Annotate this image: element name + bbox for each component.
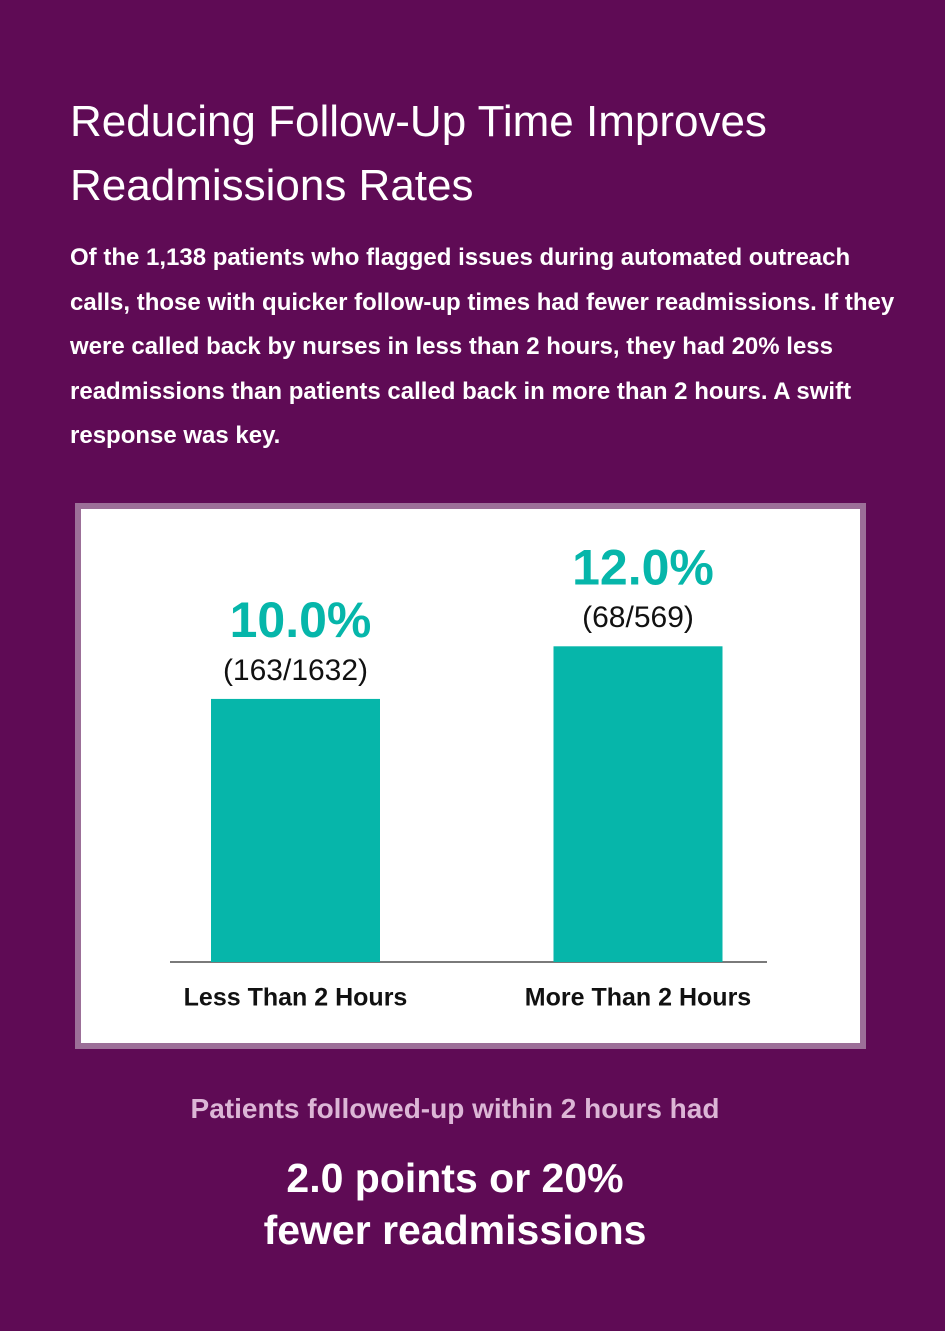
count-label: (163/1632)	[223, 654, 368, 687]
x-tick-label: More Than 2 Hours	[525, 984, 751, 1012]
description-text: Of the 1,138 patients who flagged issues…	[70, 244, 895, 360]
count-label: (68/569)	[582, 601, 694, 634]
description-emphasis: 20% less readmissions	[70, 333, 833, 405]
footer-lead: Patients followed-up within 2 hours had	[190, 1093, 720, 1124]
value-label: 12.0%	[572, 540, 714, 596]
x-tick-label: Less Than 2 Hours	[184, 984, 408, 1012]
value-label: 10.0%	[230, 592, 372, 648]
title: Reducing Follow-Up Time Improves Readmis…	[70, 97, 767, 210]
bar	[211, 698, 380, 962]
chart-panel	[75, 503, 866, 1049]
description-text: than patients called back in more than 2…	[70, 377, 852, 450]
bar	[553, 646, 723, 962]
footer-headline: 2.0 points or 20% fewer readmissions	[263, 1155, 647, 1253]
description: Of the 1,138 patients who flagged issues…	[70, 236, 900, 459]
